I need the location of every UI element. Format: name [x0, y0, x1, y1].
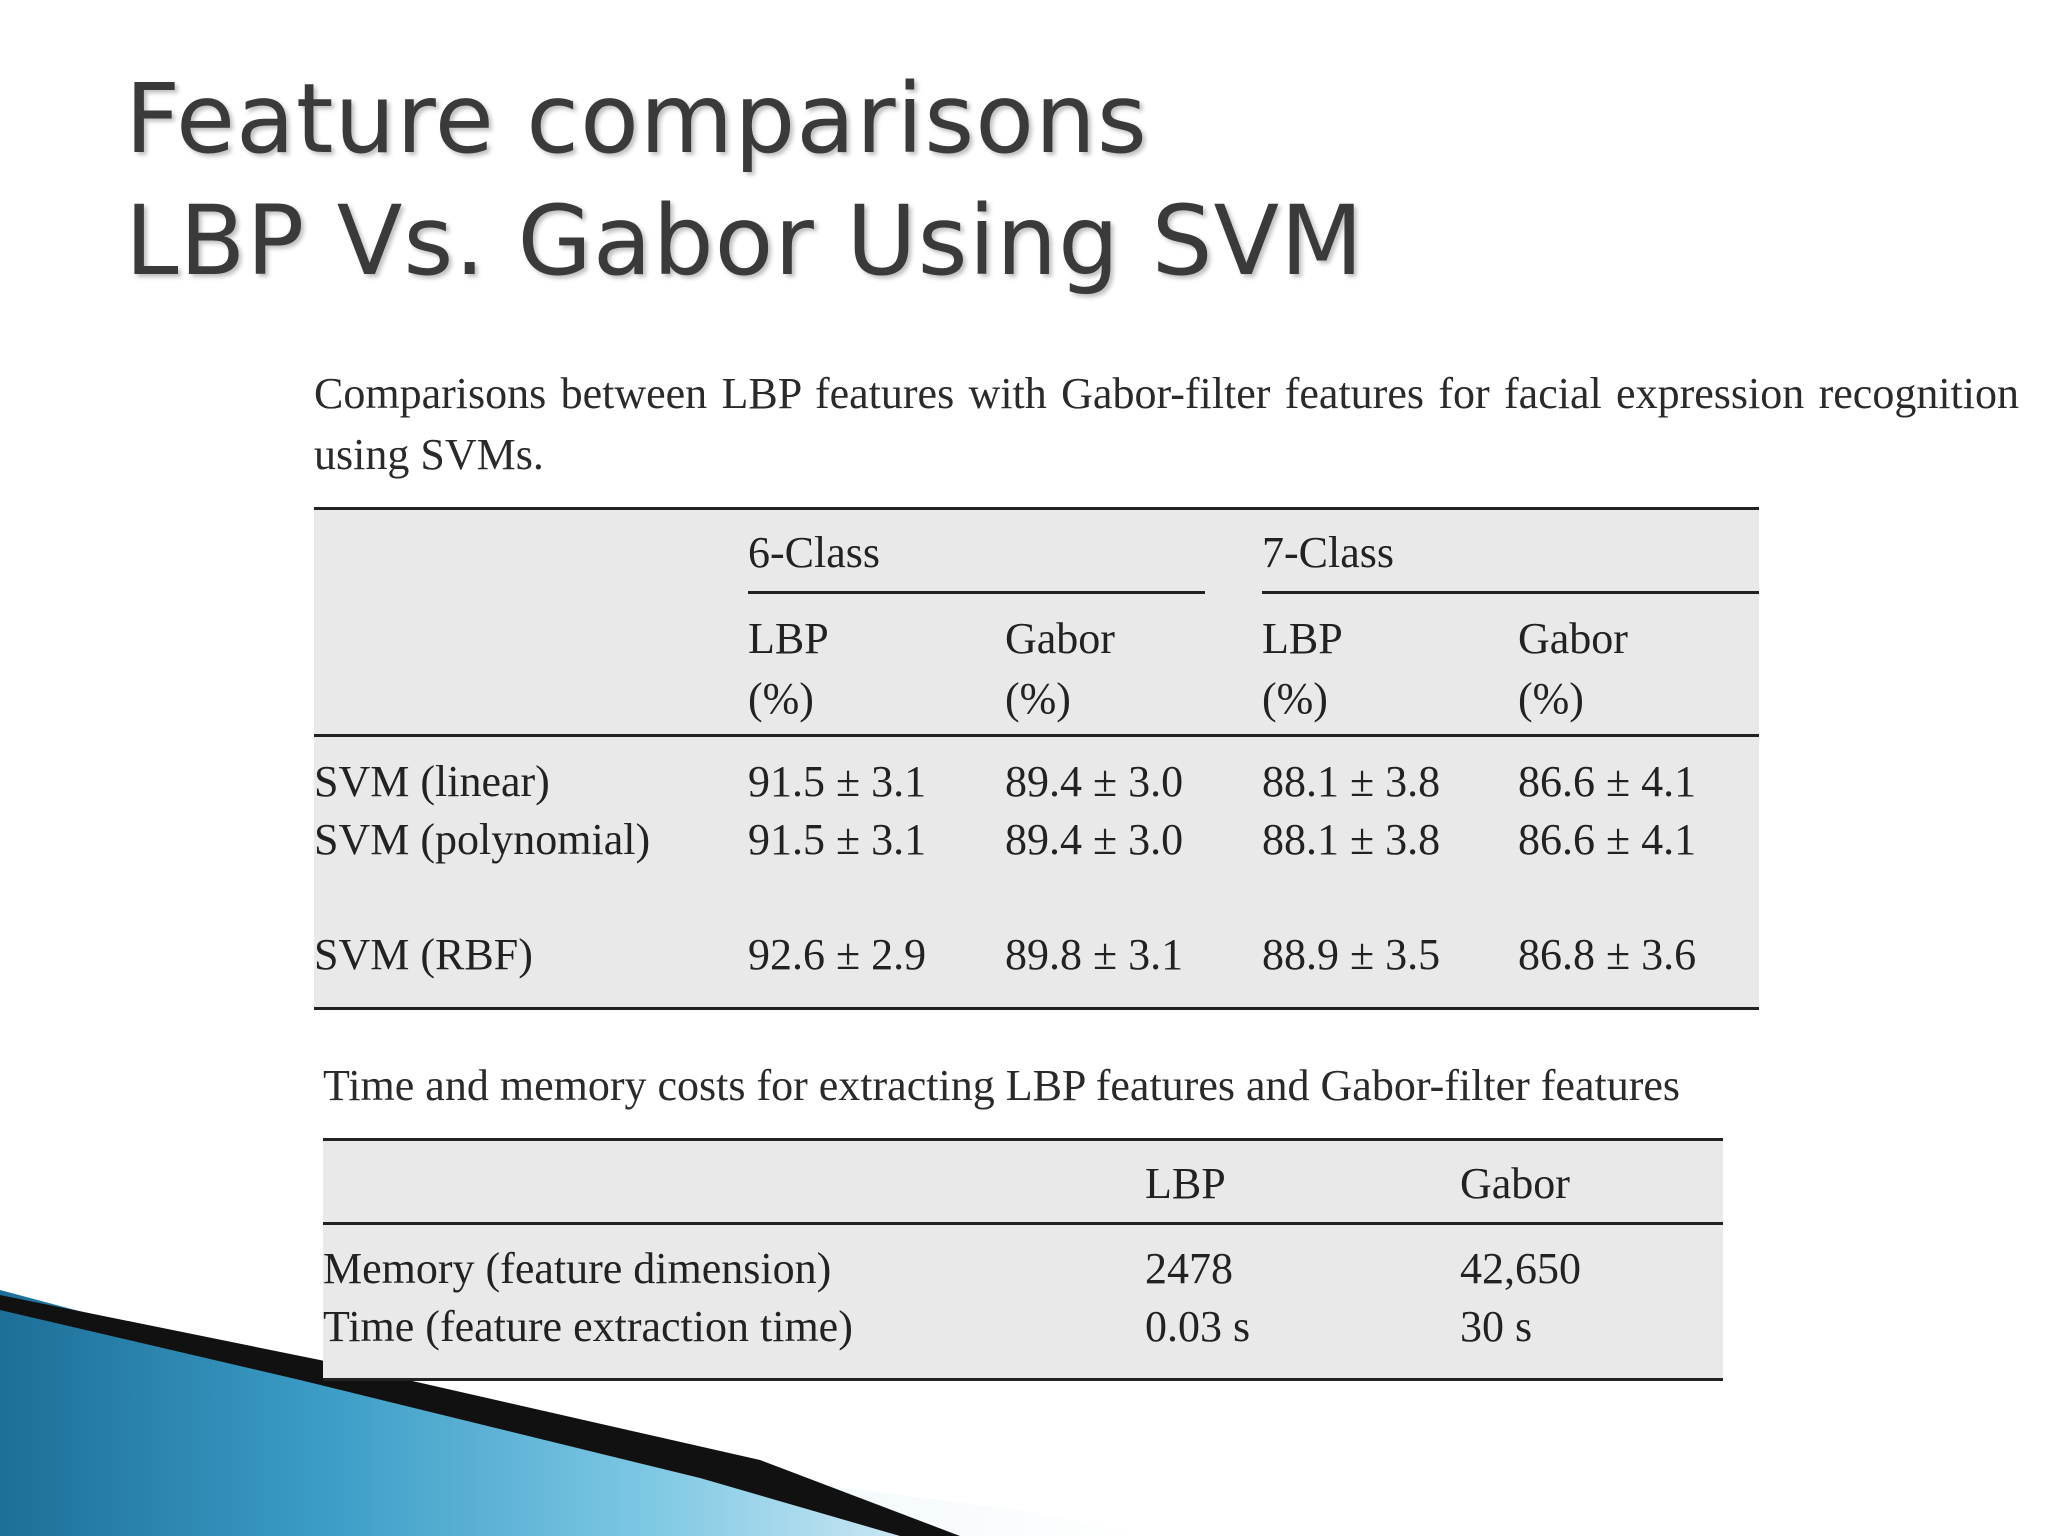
table2-caption: Time and memory costs for extracting LBP… [323, 1061, 1680, 1110]
table2-col-header: Gabor [1460, 1159, 1570, 1208]
table1-top-rule [314, 507, 1759, 510]
table1-group2-rule [1262, 591, 1759, 594]
table1-cell: 88.1 ± 3.8 [1262, 757, 1441, 806]
table2-row-label: Time (feature extraction time) [323, 1302, 853, 1351]
table1-cell: 92.6 ± 2.9 [748, 930, 927, 979]
table1-col-unit: (%) [1005, 674, 1071, 723]
table1-cell: 91.5 ± 3.1 [748, 757, 927, 806]
table1-row-label: SVM (polynomial) [314, 815, 651, 864]
table1-col-unit: (%) [1518, 674, 1584, 723]
table1-panel [314, 507, 1759, 1010]
table1-col-header: Gabor [1518, 614, 1628, 663]
table1-cell: 91.5 ± 3.1 [748, 815, 927, 864]
table1-group-7class: 7-Class [1262, 528, 1394, 577]
table2-bottom-rule [323, 1378, 1723, 1381]
table1-group-6class: 6-Class [748, 528, 880, 577]
table2-row-label: Memory (feature dimension) [323, 1244, 832, 1293]
table1-col-header: LBP [1262, 614, 1343, 663]
table2-panel [323, 1138, 1723, 1380]
table1-cell: 89.8 ± 3.1 [1005, 930, 1184, 979]
table1-cell: 86.6 ± 4.1 [1518, 757, 1697, 806]
table1-header-rule [314, 734, 1759, 737]
table1-cell: 86.8 ± 3.6 [1518, 930, 1697, 979]
slide-title: Feature comparisons LBP Vs. Gabor Using … [125, 58, 1364, 302]
table1-row-label: SVM (RBF) [314, 930, 533, 979]
slide-title-line-1: Feature comparisons [125, 63, 1148, 175]
table1-col-header: LBP [748, 614, 829, 663]
table1-col-header: Gabor [1005, 614, 1115, 663]
slide-title-line-2: LBP Vs. Gabor Using SVM [125, 185, 1365, 297]
table1-col-unit: (%) [748, 674, 814, 723]
table2-top-rule [323, 1138, 1723, 1141]
table1-cell: 88.1 ± 3.8 [1262, 815, 1441, 864]
table1-bottom-rule [314, 1007, 1759, 1010]
table1-cell: 88.9 ± 3.5 [1262, 930, 1441, 979]
table1-col-unit: (%) [1262, 674, 1328, 723]
table2-header-rule [323, 1222, 1723, 1225]
table2-cell: 0.03 s [1145, 1302, 1251, 1351]
table2-col-header: LBP [1145, 1159, 1226, 1208]
table1-cell: 86.6 ± 4.1 [1518, 815, 1697, 864]
table2-cell: 30 s [1460, 1302, 1533, 1351]
table1-caption: Comparisons between LBP features with Ga… [314, 369, 2019, 479]
table1-row-label: SVM (linear) [314, 757, 550, 806]
table1-cell: 89.4 ± 3.0 [1005, 757, 1184, 806]
table1-group1-rule [748, 591, 1205, 594]
table2-cell: 42,650 [1460, 1244, 1581, 1293]
table1-cell: 89.4 ± 3.0 [1005, 815, 1184, 864]
table2-cell: 2478 [1145, 1244, 1233, 1293]
